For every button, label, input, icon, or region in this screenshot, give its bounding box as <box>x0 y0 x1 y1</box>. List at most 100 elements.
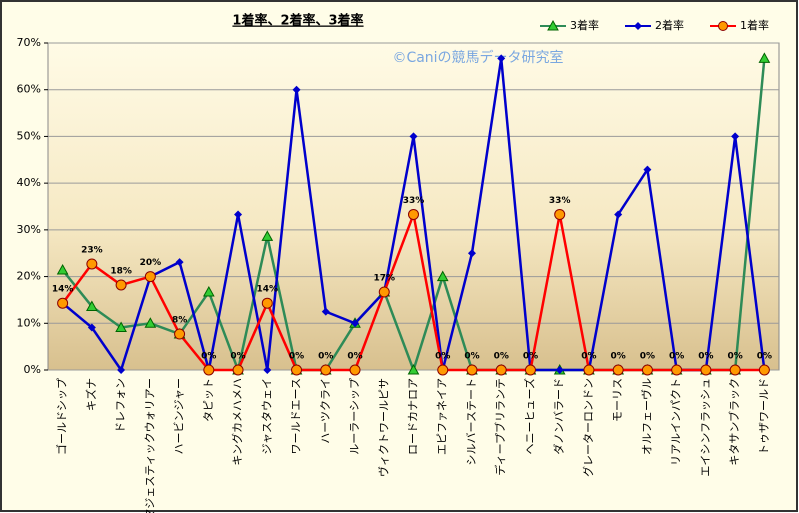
marker <box>524 364 536 376</box>
x-tick-label: ワールドエース <box>290 378 303 454</box>
marker <box>117 366 126 374</box>
marker <box>261 297 273 309</box>
marker <box>466 364 478 376</box>
x-tick-label: エピファネイア <box>436 378 449 455</box>
marker <box>86 300 98 311</box>
x-tick-label: キズナ <box>84 378 98 411</box>
marker <box>436 270 449 282</box>
marker <box>407 363 420 375</box>
data-label: 0% <box>347 352 362 362</box>
marker <box>731 132 740 141</box>
marker <box>86 258 98 270</box>
data-label: 0% <box>698 352 713 362</box>
marker <box>144 317 157 328</box>
x-tick-label: キングカメハメハ <box>230 378 244 466</box>
data-label: 0% <box>640 352 655 362</box>
data-label: 18% <box>110 266 132 276</box>
y-tick-label: 30% <box>17 223 41 236</box>
marker <box>758 364 770 376</box>
marker <box>554 208 566 220</box>
x-tick-label: ヴィクトワールピサ <box>376 378 390 477</box>
marker <box>202 285 215 297</box>
y-tick-label: 20% <box>17 270 41 283</box>
data-label: 0% <box>494 352 509 362</box>
marker <box>643 165 652 174</box>
marker <box>291 364 303 376</box>
legend-marker <box>718 21 728 31</box>
x-tick-label: グレーターロンドン <box>581 378 595 477</box>
x-tick-label: リアルインパクト <box>670 378 683 466</box>
marker <box>234 210 243 219</box>
legend-label: 1着率 <box>740 18 769 32</box>
data-label: 33% <box>403 196 425 206</box>
x-tick-label: ドレフォン <box>114 378 127 433</box>
x-tick-label: ディープブリランテ <box>493 378 507 476</box>
marker <box>175 258 184 267</box>
marker <box>641 364 653 376</box>
legend-marker <box>634 22 642 30</box>
x-tick-label: シルバーステート <box>465 378 478 465</box>
data-label: 8% <box>172 316 187 326</box>
marker <box>203 364 215 376</box>
watermark: ©Caniの競馬データ研究室 <box>392 49 563 66</box>
data-label: 33% <box>549 196 571 206</box>
data-label: 0% <box>611 352 626 362</box>
marker <box>87 323 96 332</box>
data-label: 17% <box>373 273 395 283</box>
marker <box>700 364 712 376</box>
data-label: 14% <box>257 285 279 295</box>
marker <box>351 319 360 328</box>
marker <box>612 364 624 376</box>
marker <box>758 52 771 63</box>
x-tick-label: ハーツクライ <box>319 378 332 444</box>
data-label: 0% <box>230 352 245 362</box>
marker <box>614 210 623 219</box>
x-tick-label: トゥザワールド <box>757 378 770 455</box>
marker <box>409 132 418 141</box>
marker <box>583 364 595 376</box>
y-tick-label: 70% <box>17 36 41 49</box>
data-label: 0% <box>201 352 216 362</box>
marker <box>349 364 361 376</box>
legend-label: 2着率 <box>655 18 684 32</box>
x-tick-label: マジェスティックウォリアー <box>143 378 156 513</box>
marker <box>56 264 69 275</box>
marker <box>263 366 272 374</box>
y-tick-label: 60% <box>17 83 41 96</box>
marker <box>671 364 683 376</box>
data-label: 0% <box>289 352 304 362</box>
y-tick-label: 10% <box>17 316 41 329</box>
x-tick-label: ジャスタウェイ <box>260 378 273 454</box>
marker <box>115 279 127 291</box>
legend-marker <box>547 19 559 31</box>
marker <box>497 54 506 63</box>
data-label: 0% <box>523 352 538 362</box>
marker <box>261 230 274 241</box>
x-tick-label: モーリス <box>611 378 624 422</box>
data-label: 0% <box>435 352 450 362</box>
marker <box>144 271 156 283</box>
marker <box>292 85 301 94</box>
marker <box>320 364 332 376</box>
x-tick-label: エイシンフラッシュ <box>699 378 712 477</box>
chart-title: 1着率、2着率、3着率 <box>232 13 363 29</box>
data-label: 14% <box>52 285 74 295</box>
x-tick-label: ゴールドシップ <box>55 378 69 455</box>
marker <box>378 286 390 298</box>
marker <box>729 364 741 376</box>
data-label: 0% <box>669 352 684 362</box>
x-tick-label: タピット <box>202 378 215 422</box>
x-tick-label: オルフェーヴル <box>639 378 653 455</box>
x-tick-label: ダノンバラード <box>552 378 566 455</box>
x-tick-label: ロードカナロア <box>407 378 420 455</box>
marker <box>115 321 127 332</box>
y-tick-label: 40% <box>17 176 41 189</box>
marker <box>408 208 419 220</box>
x-tick-label: キタサンブラック <box>727 378 741 466</box>
data-label: 23% <box>81 245 103 255</box>
marker <box>555 366 564 374</box>
marker <box>437 364 449 376</box>
data-label: 0% <box>464 352 479 362</box>
marker <box>174 328 186 340</box>
